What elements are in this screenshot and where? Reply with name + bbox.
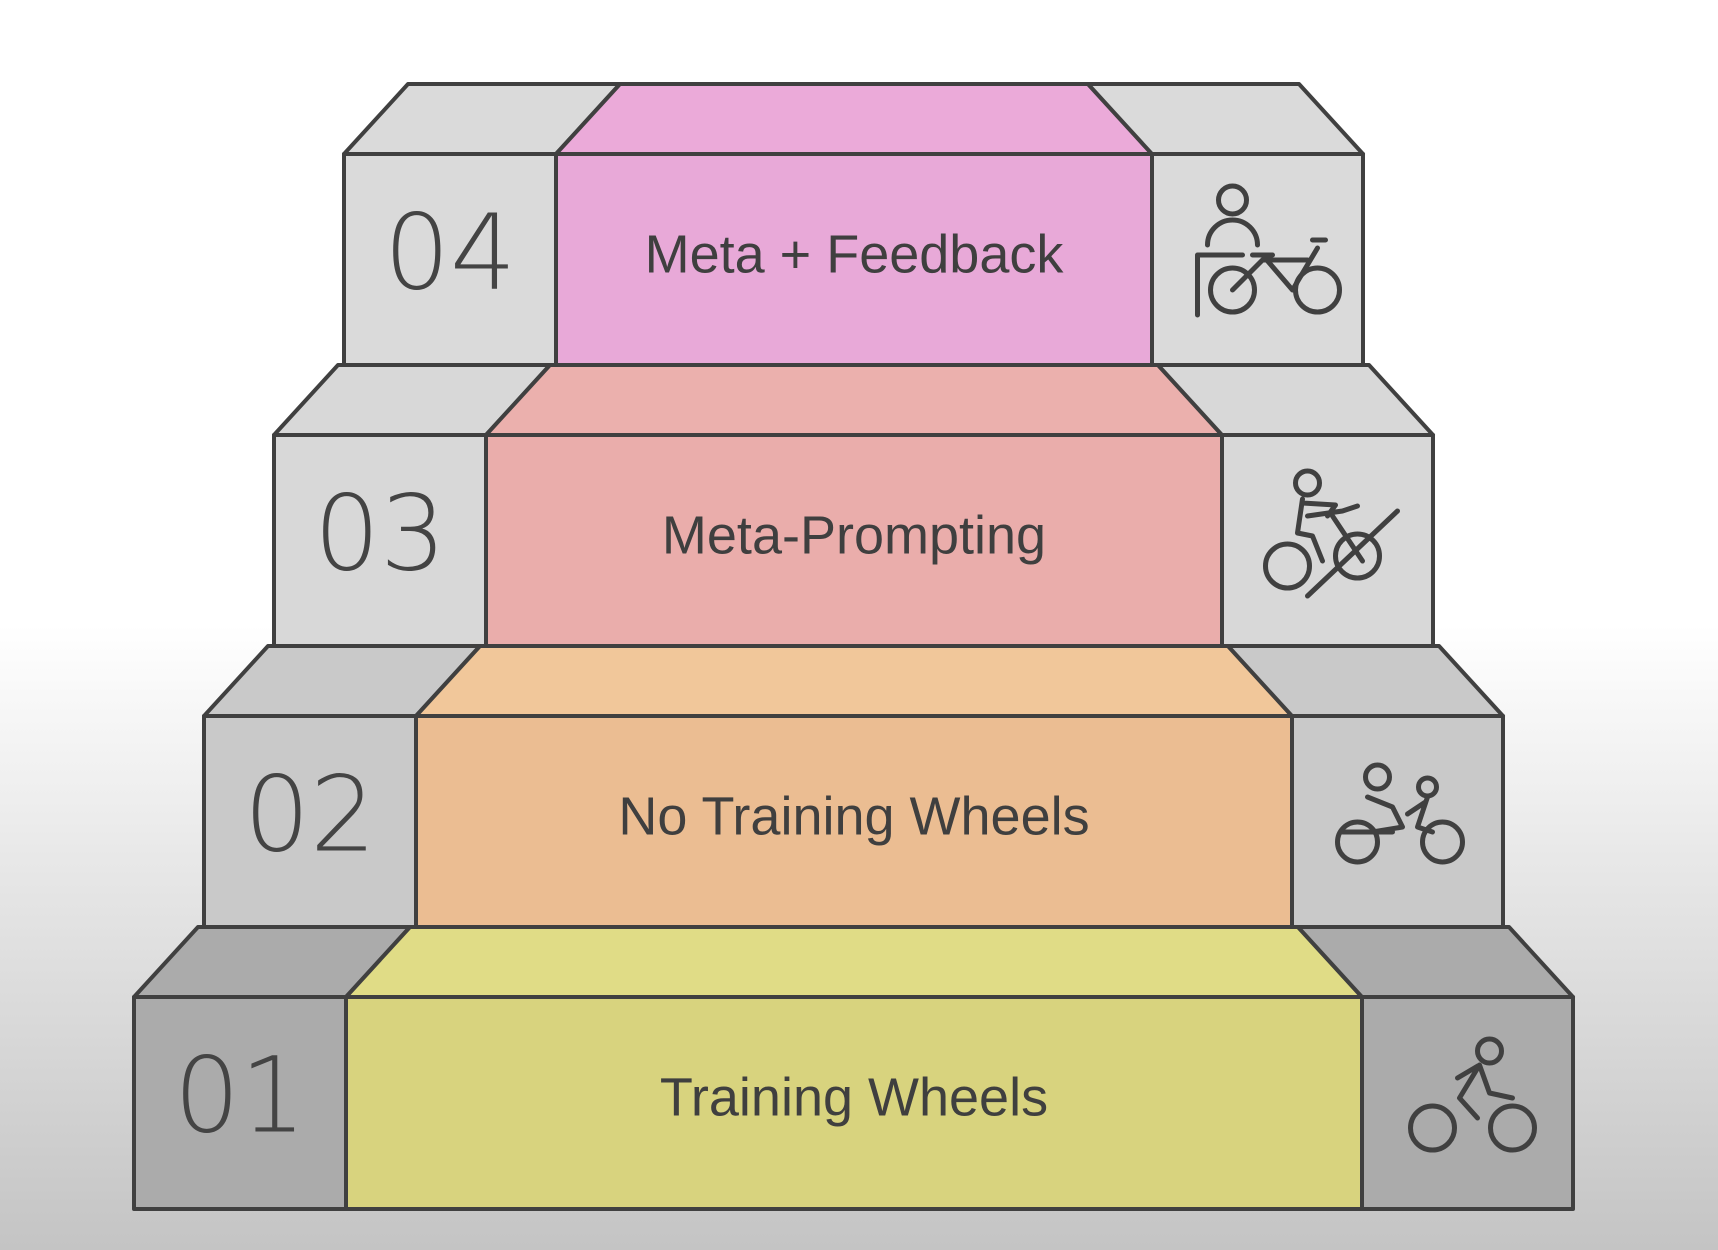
step-label: No Training Wheels [618,786,1089,846]
step-number: 03 [314,472,446,594]
number-box [342,152,558,368]
step-number: 04 [384,191,516,313]
label-box [414,714,1294,930]
center-top-face [484,363,1224,437]
step-label: Meta + Feedback [645,224,1065,284]
step-label: Meta-Prompting [662,505,1046,565]
label-box [484,433,1224,649]
label-box [344,995,1364,1211]
step-label: Training Wheels [660,1067,1048,1127]
center-top-face [414,644,1294,718]
center-top-face [344,925,1364,999]
step-02: 02 No Training Wheels [202,644,1505,930]
step-03: 03 Meta-Prompting [272,363,1435,649]
step-04: 04 Meta + Feedback [342,82,1365,368]
icon-box [1150,152,1365,368]
number-box [202,714,418,930]
person-with-bicycle-icon [1195,183,1342,318]
step-01: 01 Training Wheels [132,925,1575,1211]
center-top-face [554,82,1154,156]
icon-box [1360,995,1575,1211]
cyclist-with-helper-icon [1335,762,1465,865]
uphill-cyclist-icon [1263,468,1400,599]
icon-box [1220,433,1435,649]
step-number: 01 [174,1034,306,1156]
step-number: 02 [244,753,376,875]
cyclist-icon [1408,1036,1537,1153]
